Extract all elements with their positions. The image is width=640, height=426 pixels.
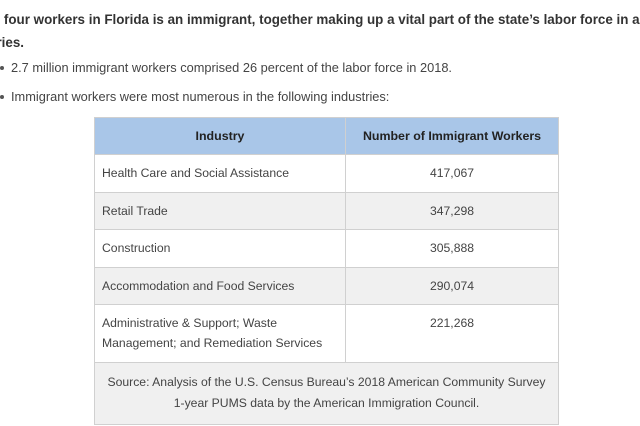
table-row: Construction 305,888 bbox=[94, 229, 559, 268]
table-row: Administrative & Support; Waste Manageme… bbox=[94, 304, 559, 363]
bullet-text: Immigrant workers were most numerous in … bbox=[11, 89, 390, 104]
bullet-item: Immigrant workers were most numerous in … bbox=[0, 87, 640, 107]
bullet-item: 2.7 million immigrant workers comprised … bbox=[0, 58, 640, 78]
bullet-text: 2.7 million immigrant workers comprised … bbox=[11, 60, 452, 75]
industry-cell: Administrative & Support; Waste Manageme… bbox=[94, 304, 346, 363]
industry-line-1: Administrative & Support; Waste bbox=[102, 316, 277, 330]
table-row: Health Care and Social Assistance 417,06… bbox=[94, 154, 559, 193]
industry-cell: Accommodation and Food Services bbox=[94, 266, 346, 305]
industry-cell: Retail Trade bbox=[94, 191, 346, 230]
bullet-dot-icon bbox=[0, 95, 4, 99]
intro-line-2: tries. bbox=[0, 35, 25, 50]
table-source-row: Source: Analysis of the U.S. Census Bure… bbox=[94, 362, 559, 425]
bullet-list: 2.7 million immigrant workers comprised … bbox=[0, 58, 640, 116]
source-line-2: 1-year PUMS data by the American Immigra… bbox=[173, 396, 480, 410]
table-row: Retail Trade 347,298 bbox=[94, 191, 559, 230]
workers-cell: 221,268 bbox=[345, 304, 559, 363]
source-line-1: Source: Analysis of the U.S. Census Bure… bbox=[107, 375, 546, 389]
bullet-dot-icon bbox=[0, 66, 4, 70]
industry-cell: Construction bbox=[94, 229, 346, 268]
source-note: Source: Analysis of the U.S. Census Bure… bbox=[94, 362, 559, 425]
immigrant-workers-table: Industry Number of Immigrant Workers Hea… bbox=[94, 117, 559, 425]
intro-paragraph: n four workers in Florida is an immigran… bbox=[0, 8, 640, 54]
industry-line-2: Management; and Remediation Services bbox=[102, 336, 323, 350]
workers-cell: 417,067 bbox=[345, 154, 559, 193]
workers-cell: 305,888 bbox=[345, 229, 559, 268]
table-header-row: Industry Number of Immigrant Workers bbox=[94, 117, 559, 155]
industry-cell: Health Care and Social Assistance bbox=[94, 154, 346, 193]
intro-line-1: n four workers in Florida is an immigran… bbox=[0, 12, 640, 27]
header-industry: Industry bbox=[94, 117, 346, 155]
workers-cell: 290,074 bbox=[345, 266, 559, 305]
table-row: Accommodation and Food Services 290,074 bbox=[94, 266, 559, 305]
header-workers: Number of Immigrant Workers bbox=[345, 117, 559, 155]
workers-cell: 347,298 bbox=[345, 191, 559, 230]
